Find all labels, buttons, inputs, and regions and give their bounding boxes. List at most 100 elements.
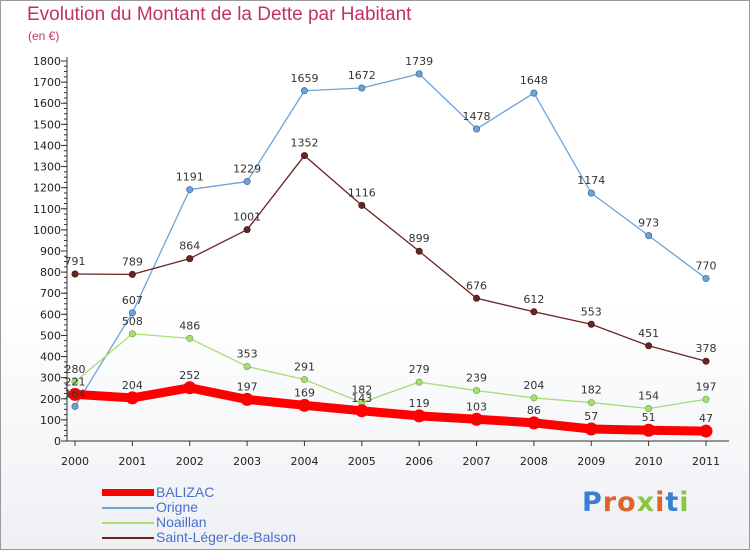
data-point-origne [300, 87, 308, 95]
data-label-balizac: 169 [294, 386, 315, 399]
y-tick-label: 0 [54, 435, 61, 448]
data-point-saint-leger-de-balson [645, 342, 653, 350]
data-point-origne [645, 232, 653, 240]
data-point-noaillan [128, 330, 136, 338]
series-line-balizac [70, 383, 711, 436]
data-point-saint-leger-de-balson [71, 270, 79, 278]
data-label-balizac: 47 [699, 412, 713, 425]
data-point-saint-leger-de-balson [473, 294, 481, 302]
data-point-origne [415, 70, 423, 78]
data-label-balizac: 51 [642, 411, 656, 424]
data-label-origne: 973 [638, 217, 659, 230]
data-label-noaillan: 280 [65, 363, 86, 376]
data-label-balizac: 103 [466, 400, 487, 413]
data-label-balizac: 221 [65, 375, 86, 388]
data-label-balizac: 86 [527, 404, 541, 417]
x-tick-label: 2009 [577, 455, 605, 468]
data-label-noaillan: 182 [351, 384, 372, 397]
data-point-balizac [412, 409, 426, 423]
data-point-balizac [183, 381, 197, 395]
data-point-saint-leger-de-balson [128, 270, 136, 278]
legend-label-noaillan: Noaillan [156, 514, 207, 530]
legend-swatch-saint-leger-de-balson [102, 537, 154, 539]
data-point-noaillan [702, 395, 710, 403]
chart-subtitle: (en €) [28, 29, 60, 43]
data-label-noaillan: 182 [581, 384, 602, 397]
data-label-origne: 1648 [520, 74, 548, 87]
x-tick-label: 2006 [405, 455, 433, 468]
series-line-saint-leger-de-balson [74, 154, 707, 362]
data-point-origne [473, 125, 481, 133]
series-line-noaillan [74, 333, 707, 410]
data-label-origne: 1174 [577, 174, 605, 187]
data-label-noaillan: 239 [466, 372, 487, 385]
data-label-balizac: 57 [584, 410, 598, 423]
y-tick-label: 1500 [33, 118, 61, 131]
data-label-saint-leger-de-balson: 553 [581, 305, 602, 318]
data-label-balizac: 197 [237, 380, 258, 393]
data-label-noaillan: 279 [409, 363, 430, 376]
data-label-noaillan: 204 [523, 379, 544, 392]
data-label-noaillan: 353 [237, 347, 258, 360]
y-tick-label: 400 [40, 351, 61, 364]
data-label-balizac: 119 [409, 397, 430, 410]
data-point-noaillan [587, 399, 595, 407]
x-tick-label: 2011 [692, 455, 720, 468]
data-label-balizac: 204 [122, 379, 143, 392]
data-point-saint-leger-de-balson [358, 201, 366, 209]
x-tick-label: 2005 [348, 455, 376, 468]
data-label-origne: 1672 [348, 69, 376, 82]
data-point-origne [71, 402, 79, 410]
data-point-noaillan [243, 362, 251, 370]
data-point-saint-leger-de-balson [702, 357, 710, 365]
data-label-noaillan: 508 [122, 315, 143, 328]
data-point-balizac [125, 391, 139, 405]
legend-swatch-balizac [102, 489, 154, 496]
data-label-saint-leger-de-balson: 451 [638, 327, 659, 340]
data-point-balizac [297, 398, 311, 412]
data-label-saint-leger-de-balson: 1352 [290, 137, 318, 150]
y-tick-label: 900 [40, 245, 61, 258]
y-tick-label: 300 [40, 372, 61, 385]
data-label-saint-leger-de-balson: 1116 [348, 186, 376, 199]
data-label-origne: 1229 [233, 163, 261, 176]
x-tick-label: 2002 [176, 455, 204, 468]
legend-swatch-origne [102, 507, 154, 509]
data-label-saint-leger-de-balson: 789 [122, 255, 143, 268]
data-label-balizac: 252 [179, 369, 200, 382]
y-tick-label: 700 [40, 287, 61, 300]
y-tick-label: 1000 [33, 224, 61, 237]
data-label-saint-leger-de-balson: 612 [523, 293, 544, 306]
data-label-noaillan: 486 [179, 319, 200, 332]
data-point-noaillan [186, 334, 194, 342]
data-point-origne [358, 84, 366, 92]
data-point-origne [702, 274, 710, 282]
data-label-noaillan: 291 [294, 361, 315, 374]
data-point-origne [186, 186, 194, 194]
y-tick-label: 1100 [33, 203, 61, 216]
x-tick-label: 2010 [635, 455, 663, 468]
data-point-origne [128, 309, 136, 317]
data-label-noaillan: 154 [638, 389, 659, 402]
data-label-saint-leger-de-balson: 676 [466, 279, 487, 292]
legend-label-origne: Origne [156, 499, 199, 515]
legend-swatch-noaillan [102, 522, 154, 524]
y-tick-label: 1600 [33, 97, 61, 110]
data-point-balizac [240, 392, 254, 406]
data-label-origne: 164 [65, 387, 86, 400]
data-label-saint-leger-de-balson: 378 [696, 342, 717, 355]
data-point-noaillan [415, 378, 423, 386]
series-noaillan [71, 330, 710, 412]
data-point-saint-leger-de-balson [415, 247, 423, 255]
y-tick-label: 500 [40, 329, 61, 342]
x-tick-label: 2008 [520, 455, 548, 468]
series-balizac [68, 381, 713, 438]
data-point-balizac [642, 423, 656, 437]
data-point-saint-leger-de-balson [243, 226, 251, 234]
proxiti-logo: Proxiti [582, 487, 690, 518]
x-tick-label: 2000 [61, 455, 89, 468]
data-point-saint-leger-de-balson [530, 308, 538, 316]
data-label-noaillan: 197 [696, 380, 717, 393]
